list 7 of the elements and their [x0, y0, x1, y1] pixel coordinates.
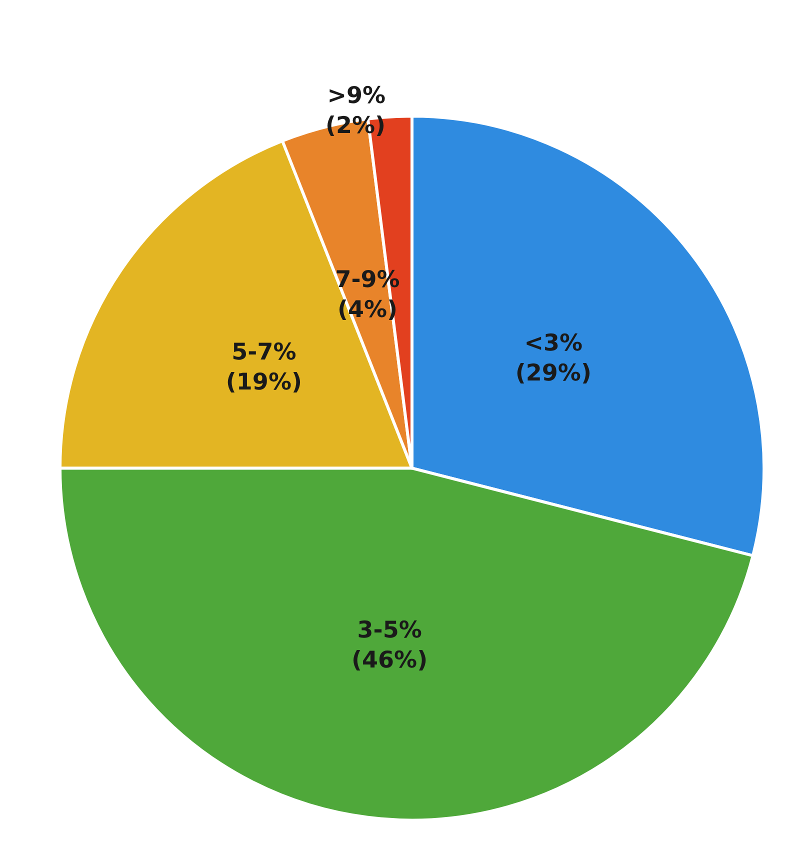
- slice-label: 5-7%: [232, 340, 296, 366]
- data-label: (19%): [226, 370, 302, 396]
- slice-label: >9%: [327, 82, 386, 109]
- slice-label: 3-5%: [357, 618, 422, 644]
- slice-label: <3%: [524, 330, 583, 356]
- data-label: (46%): [352, 648, 428, 674]
- data-label: (29%): [515, 360, 592, 386]
